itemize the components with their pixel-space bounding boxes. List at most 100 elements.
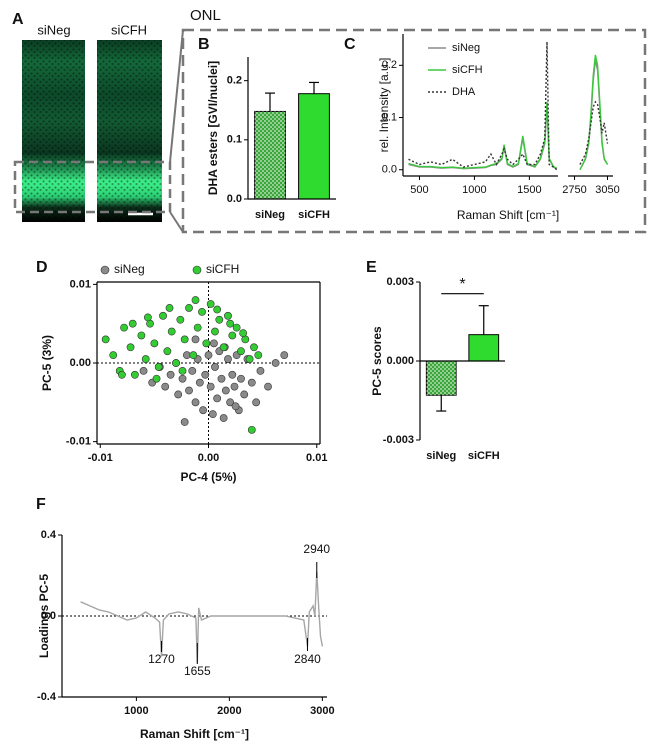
point bbox=[189, 351, 198, 360]
point bbox=[198, 307, 206, 316]
point bbox=[141, 355, 150, 363]
y-tick-label: 0.000 bbox=[386, 355, 414, 367]
y-tick-label: 0.003 bbox=[386, 276, 414, 288]
point bbox=[152, 374, 161, 383]
series-line bbox=[408, 107, 558, 170]
point bbox=[193, 323, 202, 332]
point bbox=[117, 370, 126, 379]
zoom-box bbox=[181, 28, 647, 234]
point bbox=[126, 343, 135, 352]
point bbox=[150, 339, 159, 348]
x-tick-label: 2750 bbox=[562, 184, 586, 196]
point bbox=[250, 343, 258, 352]
point bbox=[264, 382, 272, 391]
point bbox=[139, 366, 148, 375]
y-tick-label: 0.2 bbox=[227, 75, 242, 87]
x-axis-label: PC-4 (5%) bbox=[180, 470, 236, 484]
y-tick-label: 0.0 bbox=[227, 193, 242, 205]
peak-label: 1655 bbox=[184, 664, 211, 678]
point bbox=[213, 394, 222, 403]
panel-label: E bbox=[366, 259, 377, 276]
point bbox=[271, 359, 280, 367]
point bbox=[180, 335, 189, 344]
connector bbox=[169, 211, 184, 233]
point bbox=[245, 355, 254, 363]
series-line bbox=[408, 101, 558, 169]
point bbox=[201, 370, 210, 379]
x-tick-label: 1000 bbox=[124, 705, 148, 717]
bar-texture bbox=[254, 111, 286, 199]
point bbox=[226, 398, 235, 407]
point bbox=[128, 319, 137, 328]
peak-label: 2940 bbox=[303, 542, 330, 556]
point bbox=[211, 363, 219, 371]
peak-label: 1270 bbox=[148, 652, 175, 666]
point bbox=[228, 370, 237, 379]
y-tick-label: -0.003 bbox=[383, 434, 414, 446]
point bbox=[143, 313, 152, 322]
point bbox=[199, 406, 207, 415]
point bbox=[219, 343, 228, 352]
x-tick-label: siNeg bbox=[255, 209, 285, 221]
y-tick-label: 0.1 bbox=[382, 111, 397, 123]
point bbox=[137, 331, 146, 340]
y-tick-label: 0.00 bbox=[70, 357, 91, 369]
x-tick-label: 3050 bbox=[595, 184, 619, 196]
x-tick-label: 500 bbox=[410, 184, 428, 196]
x-tick-label: -0.01 bbox=[88, 452, 113, 464]
point bbox=[280, 351, 289, 360]
point bbox=[163, 347, 172, 356]
point bbox=[254, 351, 263, 360]
series-line bbox=[579, 54, 609, 171]
point bbox=[256, 366, 265, 375]
point bbox=[191, 398, 200, 407]
y-tick-label: -0.01 bbox=[66, 436, 91, 448]
y-tick-label: -0.4 bbox=[37, 691, 57, 703]
micrograph-texture bbox=[97, 40, 162, 222]
point bbox=[224, 311, 232, 320]
x-tick-label: siCFH bbox=[298, 209, 330, 221]
point bbox=[182, 351, 191, 360]
point bbox=[154, 363, 163, 371]
point bbox=[240, 390, 249, 399]
point bbox=[252, 398, 261, 407]
point bbox=[247, 425, 256, 434]
y-tick-label: 0.2 bbox=[382, 59, 397, 71]
x-axis-label: Raman Shift [cm⁻¹] bbox=[140, 727, 249, 741]
x-tick-label: 2000 bbox=[217, 705, 241, 717]
connector bbox=[169, 29, 184, 163]
point bbox=[237, 374, 245, 383]
point bbox=[215, 315, 224, 324]
x-tick-label: siNeg bbox=[426, 450, 456, 462]
y-axis-label: Loadings PC-5 bbox=[37, 574, 51, 658]
series-line bbox=[80, 571, 324, 663]
y-axis-label: PC-5 scores bbox=[370, 326, 384, 396]
point bbox=[101, 335, 110, 344]
x-tick-label: siCFH bbox=[468, 450, 500, 462]
y-tick-label: 0.0 bbox=[41, 610, 56, 622]
point bbox=[247, 378, 256, 387]
panel-label: C bbox=[344, 36, 356, 53]
significance-label: * bbox=[459, 276, 465, 293]
image-label: siCFH bbox=[111, 22, 147, 37]
bar bbox=[468, 334, 500, 362]
legend-label: siNeg bbox=[452, 42, 480, 54]
panel-a: A siNeg siCFH ONL bbox=[12, 7, 647, 234]
point bbox=[210, 339, 218, 348]
point bbox=[211, 327, 219, 336]
point bbox=[232, 323, 241, 332]
point bbox=[178, 366, 187, 375]
point bbox=[239, 329, 248, 338]
point bbox=[231, 402, 240, 411]
legend-label: DHA bbox=[452, 86, 476, 98]
point bbox=[206, 382, 215, 391]
point bbox=[195, 378, 204, 387]
x-tick-label: 1500 bbox=[517, 184, 541, 196]
legend-swatch bbox=[192, 265, 202, 275]
point bbox=[191, 335, 200, 344]
y-axis-label: DHA esters [GVI/nuclei] bbox=[206, 61, 220, 195]
point bbox=[217, 374, 226, 383]
point bbox=[180, 418, 189, 426]
panel-label: A bbox=[12, 11, 24, 28]
